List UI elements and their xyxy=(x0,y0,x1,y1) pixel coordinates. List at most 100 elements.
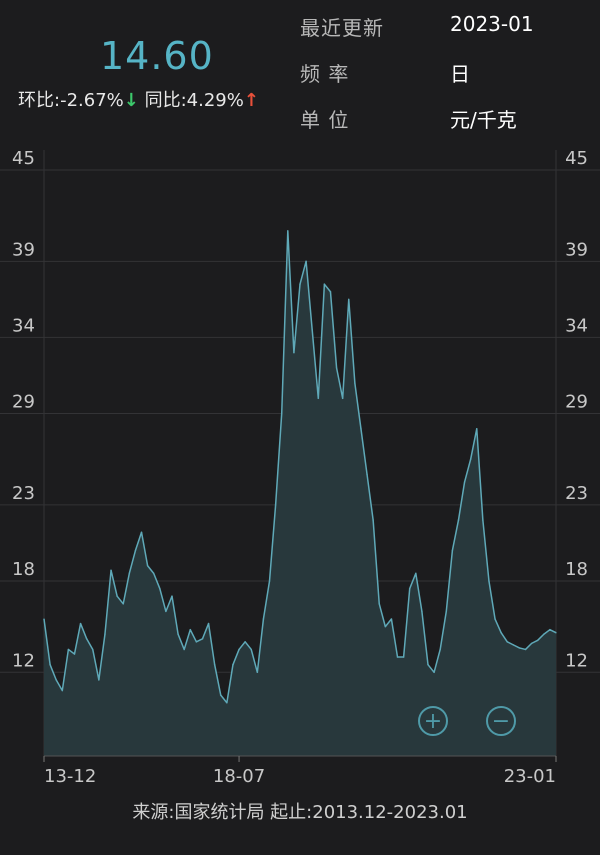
data-point xyxy=(116,595,118,597)
data-point xyxy=(299,283,301,285)
y-tick-label-left: 18 xyxy=(12,559,35,580)
y-tick-label-left: 45 xyxy=(12,150,35,169)
y-tick-label-left: 12 xyxy=(12,650,35,671)
data-point xyxy=(524,648,527,651)
data-point xyxy=(43,618,45,620)
price-chart[interactable]: 12 12 18 18 23 23 29 29 34 34 39 39 45 45 13-12 18-07 2… xyxy=(0,150,600,790)
data-point xyxy=(445,610,448,613)
data-point xyxy=(256,671,259,674)
data-point xyxy=(390,618,393,620)
data-point xyxy=(268,580,271,582)
data-point xyxy=(226,701,228,704)
x-tick-label: 23-01 xyxy=(504,766,556,787)
data-point xyxy=(347,298,350,301)
data-point xyxy=(98,679,100,681)
data-point xyxy=(335,367,338,369)
data-point xyxy=(341,397,344,400)
mom-label: 环比: xyxy=(18,90,61,111)
data-point xyxy=(360,427,362,430)
data-point xyxy=(213,663,216,666)
data-point xyxy=(287,230,289,232)
data-point xyxy=(219,694,222,696)
y-tick-label-right: 45 xyxy=(565,150,588,169)
header: 14.60 环比:-2.67%↓ 同比:4.29%↑ 最近更新 2023-01 … xyxy=(0,0,600,150)
zoom-in-button[interactable]: + xyxy=(418,706,448,736)
data-point xyxy=(469,458,472,460)
data-point xyxy=(506,641,509,643)
y-tick-label-left: 34 xyxy=(12,315,35,336)
data-point xyxy=(536,639,539,642)
data-point xyxy=(354,382,356,384)
data-point xyxy=(317,397,320,400)
data-point xyxy=(475,427,478,430)
y-tick-label-right: 23 xyxy=(565,483,588,504)
data-point xyxy=(250,648,253,651)
meta-key-unit: 单 位 xyxy=(300,108,350,132)
meta-value-updated: 2023-01 xyxy=(450,12,534,36)
data-point xyxy=(500,631,502,634)
y-tick-label-right: 12 xyxy=(565,650,588,671)
data-point xyxy=(128,572,131,575)
meta-row-unit: 单 位 元/千克 xyxy=(300,104,590,134)
data-point xyxy=(305,260,307,263)
data-point xyxy=(543,633,545,636)
data-point xyxy=(85,638,88,640)
latest-value: 14.60 xyxy=(100,34,214,78)
data-point xyxy=(530,642,533,645)
x-tick-label: 18-07 xyxy=(213,766,265,787)
data-point xyxy=(439,648,441,651)
data-point xyxy=(274,504,277,506)
data-point xyxy=(152,572,155,575)
y-tick-label-right: 18 xyxy=(565,559,588,580)
data-point xyxy=(366,473,368,476)
data-point xyxy=(488,580,490,582)
data-point xyxy=(189,628,192,631)
zoom-out-button[interactable]: − xyxy=(486,706,516,736)
data-point xyxy=(415,572,417,575)
yoy-value: 4.29% xyxy=(186,90,244,111)
data-point xyxy=(451,549,454,552)
meta-key-frequency: 频 率 xyxy=(300,62,350,86)
data-point xyxy=(55,679,57,681)
data-point xyxy=(238,648,240,651)
data-point xyxy=(122,602,125,605)
data-point xyxy=(73,653,76,655)
x-axis-ticks: 13-12 18-07 23-01 xyxy=(43,756,557,787)
data-point xyxy=(280,412,283,415)
meta-value-frequency: 日 xyxy=(450,62,470,86)
data-point xyxy=(427,663,429,666)
data-point xyxy=(555,631,557,634)
y-tick-label-right: 29 xyxy=(565,392,588,413)
down-arrow-icon: ↓ xyxy=(123,90,139,111)
yoy-label: 同比: xyxy=(144,90,187,111)
y-tick-label-left: 23 xyxy=(12,483,35,504)
data-point xyxy=(402,656,405,658)
change-summary: 环比:-2.67%↓ 同比:4.29%↑ xyxy=(18,86,259,112)
data-point xyxy=(207,622,210,625)
data-point xyxy=(159,587,161,590)
data-point xyxy=(91,648,94,651)
data-point xyxy=(61,689,64,692)
data-point xyxy=(457,519,460,521)
data-point xyxy=(79,622,82,625)
data-point xyxy=(49,663,51,666)
data-point xyxy=(311,329,313,331)
data-point xyxy=(378,602,381,605)
up-arrow-icon: ↑ xyxy=(243,90,259,111)
data-point xyxy=(549,628,551,631)
data-point xyxy=(482,519,484,521)
data-point xyxy=(293,351,295,354)
meta-key-updated: 最近更新 xyxy=(300,16,384,40)
data-point xyxy=(384,625,387,628)
data-point xyxy=(67,648,70,651)
data-point xyxy=(372,519,374,521)
meta-value-unit: 元/千克 xyxy=(450,108,517,132)
y-tick-label-right: 39 xyxy=(565,239,588,260)
data-point xyxy=(518,647,521,649)
y-tick-label-left: 39 xyxy=(12,239,35,260)
meta-row-frequency: 频 率 日 xyxy=(300,58,590,88)
data-point xyxy=(421,610,423,613)
data-point xyxy=(329,290,332,293)
data-point xyxy=(134,549,137,552)
data-point xyxy=(396,656,399,658)
